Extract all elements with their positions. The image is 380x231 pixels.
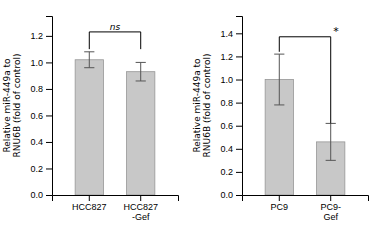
- error-bar: [84, 52, 94, 68]
- y-tick-mark: [236, 103, 242, 104]
- x-tick-mark: [279, 195, 280, 201]
- y-tick-label: 0.0: [220, 190, 233, 200]
- x-tick: HCC827-Gef: [123, 195, 158, 222]
- y-tick-mark: [46, 36, 52, 37]
- x-axis-line: [243, 196, 369, 202]
- y-tick: 0.0: [30, 190, 52, 200]
- y-tick-mark: [236, 149, 242, 150]
- x-tick-label: HCC827-Gef: [123, 202, 158, 222]
- y-tick-label: 1.0: [220, 75, 233, 85]
- y-tick-label: 0.8: [220, 98, 233, 108]
- y-tick: 0.4: [220, 144, 242, 154]
- x-tick: HCC827: [72, 195, 107, 212]
- x-tick: PC9-Gef: [320, 195, 341, 222]
- plot-area: [265, 54, 345, 195]
- y-axis: 0.0 0.2 0.4 0.6 0.8 1.0 1.2 1.4: [220, 17, 242, 201]
- y-axis-title: Relative miR-449a toRNU6B (fold of contr…: [2, 54, 22, 158]
- y-tick: 0.4: [30, 137, 52, 147]
- y-tick-label: 0.2: [30, 164, 43, 174]
- x-tick-label: HCC827: [72, 202, 107, 212]
- y-tick-label: 0.6: [30, 111, 43, 121]
- y-tick-mark: [46, 89, 52, 90]
- y-tick-label: 0.0: [30, 190, 43, 200]
- significance-label: ns: [110, 22, 121, 32]
- significance-label: *: [333, 25, 339, 38]
- y-tick: 0.8: [30, 84, 52, 94]
- panel: 0.0 0.2 0.4 0.6 0.8 1.0 1.2 1.4 PC9 PC9-Gef Relati…: [192, 17, 369, 223]
- y-tick: 0.0: [220, 190, 242, 200]
- y-tick-mark: [236, 56, 242, 57]
- y-tick-mark: [236, 80, 242, 81]
- y-tick-label: 0.4: [30, 137, 43, 147]
- y-tick-mark: [46, 115, 52, 116]
- bar: [75, 60, 103, 195]
- y-tick-mark: [236, 33, 242, 34]
- x-tick-mark: [89, 195, 90, 201]
- y-tick-mark: [236, 172, 242, 173]
- y-tick-label: 1.2: [220, 52, 233, 62]
- x-tick-mark: [140, 195, 141, 201]
- panel: 0.0 0.2 0.4 0.6 0.8 1.0 1.2 HCC827 HCC827-Gef Rel…: [2, 17, 179, 223]
- x-tick-label: PC9-Gef: [320, 202, 341, 222]
- y-tick-label: 1.0: [30, 58, 43, 68]
- x-axis: PC9 PC9-Gef: [243, 195, 369, 222]
- y-tick: 0.8: [220, 98, 242, 108]
- y-tick-label: 1.4: [220, 29, 233, 39]
- error-bar: [136, 62, 146, 81]
- y-tick-mark: [46, 62, 52, 63]
- y-tick: 1.0: [220, 75, 242, 85]
- bar: [127, 72, 155, 195]
- significance-bracket: [279, 37, 330, 124]
- y-tick-mark: [236, 195, 242, 196]
- y-tick: 0.6: [30, 111, 52, 121]
- y-tick: 1.2: [30, 31, 52, 41]
- y-tick-mark: [46, 195, 52, 196]
- x-axis: HCC827 HCC827-Gef: [53, 195, 179, 222]
- plot-area: [75, 52, 155, 195]
- y-tick: 1.2: [220, 52, 242, 62]
- y-axis-title: Relative miR-449a toRNU6B (fold of contr…: [192, 54, 212, 158]
- y-axis-line: [46, 17, 53, 196]
- y-axis-line: [236, 17, 243, 196]
- y-tick-label: 1.2: [30, 31, 43, 41]
- y-tick: 1.4: [220, 29, 242, 39]
- y-tick-mark: [46, 168, 52, 169]
- error-bar: [274, 54, 284, 105]
- y-tick-mark: [46, 142, 52, 143]
- significance-bracket: [89, 32, 140, 49]
- error-bar: [326, 123, 336, 160]
- y-tick: 1.0: [30, 58, 52, 68]
- chart: 0.0 0.2 0.4 0.6 0.8 1.0 1.2 HCC827 HCC827-Gef Rel…: [0, 0, 380, 231]
- y-tick-mark: [236, 126, 242, 127]
- y-tick: 0.2: [220, 167, 242, 177]
- y-tick-label: 0.6: [220, 121, 233, 131]
- x-tick-mark: [330, 195, 331, 201]
- y-tick-label: 0.4: [220, 144, 233, 154]
- y-tick-label: 0.2: [220, 167, 233, 177]
- x-tick-label: PC9: [271, 202, 289, 212]
- x-axis-line: [53, 196, 179, 202]
- y-tick-label: 0.8: [30, 84, 43, 94]
- y-tick: 0.2: [30, 164, 52, 174]
- y-tick: 0.6: [220, 121, 242, 131]
- y-axis: 0.0 0.2 0.4 0.6 0.8 1.0 1.2: [30, 17, 52, 201]
- x-tick: PC9: [271, 195, 289, 212]
